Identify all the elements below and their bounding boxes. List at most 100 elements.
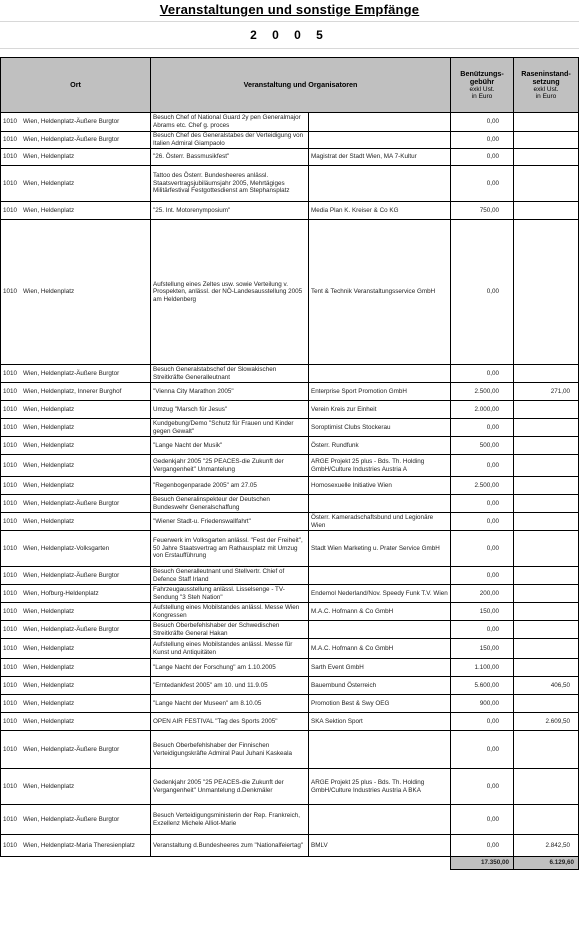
table-row: 1010 Wien, Heldenplatz Aufstellung eines M… [0,602,579,621]
cell-plz: 1010 [3,136,18,144]
total-rasen: 6.129,60 [513,856,579,870]
cell-ort-text: Wien, Heldenplatz [23,206,75,214]
cell-ort: 1010 Wien, Heldenplatz [0,476,151,495]
cell-rasen [513,418,579,437]
table-row: 1010 Wien, Heldenplatz "Wiener Stadt-u. Fr… [0,512,579,531]
cell-gebuehr: 0,00 [450,131,515,149]
cell-ort-text: Wien, Heldenplatz-Maria Theresienplatz [23,841,135,849]
cell-plz: 1010 [3,717,18,725]
cell-veranstaltung: "Vienna City Marathon 2005" [150,382,309,401]
cell-rasen [513,620,579,639]
cell-organisator: Media Plan K. Kreiser & Co KG [307,201,452,220]
cell-ort: 1010 Wien, Heldenplatz-Maria Theresienpla… [0,834,151,857]
table-row: 1010 Wien, Heldenplatz-Äußere Burgtor Besu… [0,494,579,513]
cell-organisator: Bauernbund Österreich [307,676,452,695]
cell-gebuehr: 0,00 [450,219,515,365]
cell-plz: 1010 [3,369,18,377]
cell-rasen [513,768,579,805]
cell-veranstaltung: OPEN AIR FESTIVAL "Tag des Sports 2005" [150,712,309,731]
cell-ort-text: Wien, Heldenplatz [23,699,75,707]
cell-plz: 1010 [3,423,18,431]
cell-veranstaltung: "Lange Nacht der Musik" [150,436,309,455]
cell-plz: 1010 [3,699,18,707]
cell-veranstaltung: Besuch Generalinspekteur der Deutschen B… [150,494,309,513]
cell-ort: 1010 Wien, Heldenplatz-Äußere Burgtor [0,804,151,835]
cell-rasen [513,512,579,531]
cell-veranstaltung: Besuch Generalstabschef der Slowakischen… [150,364,309,383]
cell-ort-text: Wien, Heldenplatz [23,405,75,413]
cell-veranstaltung: "Erntedankfest 2005" am 10. und 11.9.05 [150,676,309,695]
cell-ort-text: Wien, Heldenplatz [23,481,75,489]
cell-plz: 1010 [3,663,18,671]
cell-rasen [513,494,579,513]
cell-gebuehr: 0,00 [450,454,515,477]
cell-gebuehr: 200,00 [450,584,515,603]
cell-ort-text: Wien, Heldenplatz [23,644,75,652]
cell-ort: 1010 Wien, Heldenplatz [0,418,151,437]
cell-rasen: 271,00 [513,382,579,401]
cell-veranstaltung: Gedenkjahr 2005 "25 PEACES-die Zukunft d… [150,768,309,805]
cell-ort-text: Wien, Heldenplatz-Äußere Burgtor [23,118,120,126]
cell-gebuehr: 1.100,00 [450,658,515,677]
cell-plz: 1010 [3,517,18,525]
cell-rasen [513,364,579,383]
totals-spacer [1,857,151,870]
cell-gebuehr: 0,00 [450,530,515,567]
cell-gebuehr: 900,00 [450,694,515,713]
table-row: 1010 Wien, Heldenplatz-Äußere Burgtor Besu… [0,804,579,835]
cell-ort-text: Wien, Heldenplatz-Äußere Burgtor [23,571,120,579]
cell-ort: 1010 Wien, Heldenplatz [0,454,151,477]
table-row: 1010 Wien, Heldenplatz Tattoo des Österr. … [0,165,579,202]
cell-gebuehr: 0,00 [450,512,515,531]
cell-rasen [513,201,579,220]
table-row: 1010 Wien, Heldenplatz OPEN AIR FESTIVAL "… [0,712,579,731]
cell-rasen [513,730,579,769]
cell-ort: 1010 Wien, Heldenplatz-Äußere Burgtor [0,494,151,513]
cell-ort: 1010 Wien, Heldenplatz [0,602,151,621]
cell-organisator: Promotion Best & Swy OEG [307,694,452,713]
table-row: 1010 Wien, Heldenplatz-Äußere Burgtor Besu… [0,364,579,383]
table-row: 1010 Wien, Heldenplatz Umzug "Marsch für J… [0,400,579,419]
table-row: 1010 Wien, Heldenplatz Aufstellung eines M… [0,638,579,659]
cell-plz: 1010 [3,644,18,652]
cell-organisator: Sarth Event GmbH [307,658,452,677]
cell-rasen [513,148,579,166]
table-row: 1010 Wien, Heldenplatz "25. Int. Motorenym… [0,201,579,220]
cell-rasen [513,476,579,495]
totals-spacer [151,857,309,870]
table-row: 1010 Wien, Heldenplatz Gedenkjahr 2005 "25… [0,768,579,805]
cell-rasen [513,454,579,477]
cell-organisator: Endemol Nederland/Nov. Speedy Funk T.V. … [307,584,452,603]
cell-gebuehr: 0,00 [450,165,515,202]
header-veranstaltung: Veranstaltung und Organisatoren [149,57,452,113]
header-rasen: Raseninstand-setzung exkl Ust. in Euro [513,57,579,113]
cell-rasen [513,436,579,455]
cell-rasen [513,566,579,585]
cell-veranstaltung: Feuerwerk im Volksgarten anlässl. "Fest … [150,530,309,567]
cell-organisator [307,165,452,202]
total-gebuehr: 17.350,00 [450,856,515,870]
cell-organisator: Stadt Wien Marketing u. Prater Service G… [307,530,452,567]
cell-ort-text: Wien, Heldenplatz [23,179,75,187]
cell-rasen [513,112,579,132]
table-row: 1010 Wien, Heldenplatz-Äußere Burgtor Besu… [0,620,579,639]
cell-plz: 1010 [3,118,18,126]
cell-organisator: BMLV [307,834,452,857]
cell-veranstaltung: Tattoo des Österr. Bundesheeres anlässl.… [150,165,309,202]
cell-gebuehr: 2.500,00 [450,476,515,495]
table-body: 1010 Wien, Heldenplatz-Äußere Burgtor Besu… [0,112,579,857]
cell-plz: 1010 [3,589,18,597]
cell-plz: 1010 [3,153,18,161]
cell-organisator: Verein Kreis zur Einheit [307,400,452,419]
cell-veranstaltung: Umzug "Marsch für Jesus" [150,400,309,419]
cell-rasen: 2.842,50 [513,834,579,857]
table-row: 1010 Wien, Heldenplatz "26. Österr. Bassmu… [0,148,579,166]
table-row: 1010 Wien, Heldenplatz-Äußere Burgtor Besu… [0,131,579,149]
cell-rasen [513,638,579,659]
cell-plz: 1010 [3,625,18,633]
cell-organisator: Soroptimist Clubs Stockerau [307,418,452,437]
cell-plz: 1010 [3,745,18,753]
cell-ort-text: Wien, Heldenplatz [23,288,75,296]
cell-plz: 1010 [3,405,18,413]
cell-organisator: Magistrat der Stadt Wien, MA 7-Kultur [307,148,452,166]
